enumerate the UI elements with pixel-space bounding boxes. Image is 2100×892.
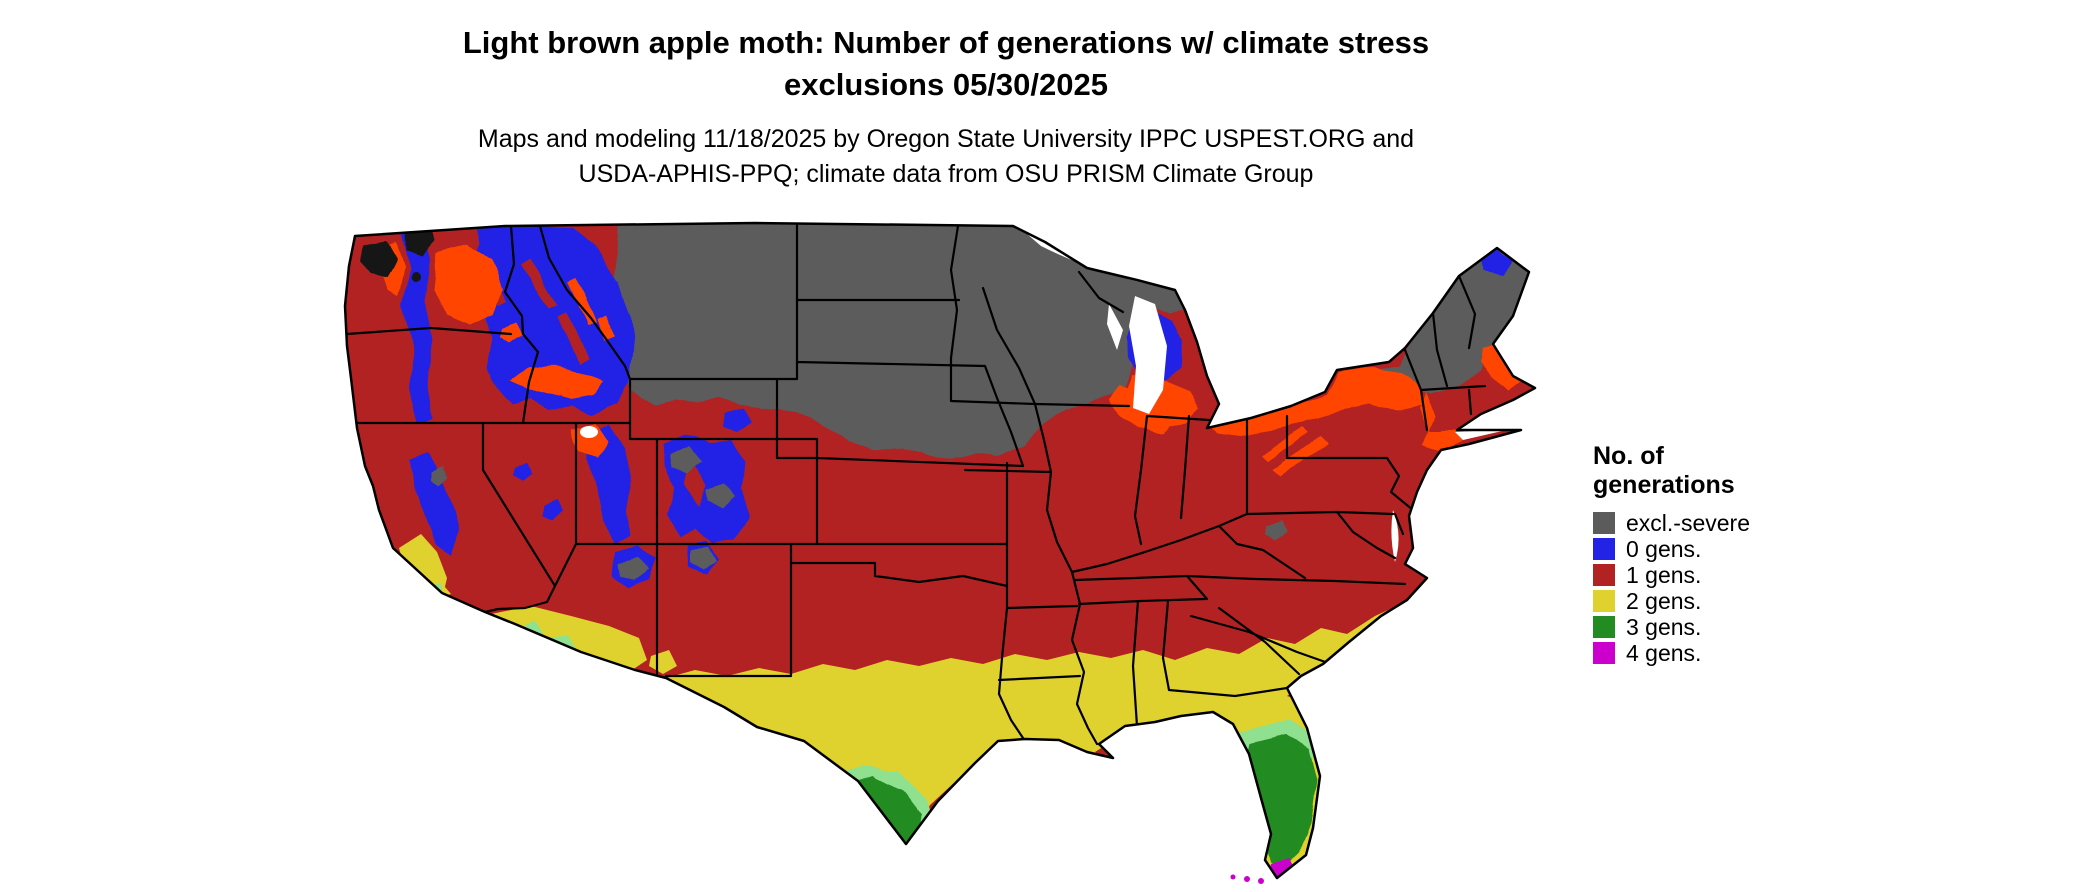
map-title-line1: Light brown apple moth: Number of genera… [462,25,1430,60]
legend-title-line1: No. of [1593,442,1664,470]
region-4-gens [904,842,1295,878]
legend-swatch-g1 [1593,564,1615,586]
us-outline [343,221,1537,880]
legend-swatch-excl [1593,512,1615,534]
legend-swatch-g3 [1593,616,1615,638]
state-borders-west [345,223,1099,746]
map-title-line2: exclusions 05/30/2025 [783,67,1108,102]
map-title: Light brown apple moth: Number of genera… [340,22,1552,106]
map-subtitle: Maps and modeling 11/18/2025 by Oregon S… [340,122,1552,192]
region-excl-specks [431,450,1289,580]
legend: No. of generations excl.-severe 0 gens. 1 … [1593,442,1873,666]
us-map [335,218,1555,886]
water-white [580,234,1511,562]
region-0-gens [399,223,1513,588]
legend-title: No. of generations [1593,442,1873,500]
legend-label-excl: excl.-severe [1626,509,1750,536]
legend-swatch-g2 [1593,590,1615,612]
legend-label-g4: 4 gens. [1626,639,1702,666]
legend-items: excl.-severe 0 gens. 1 gens. 2 gens. 3 gens.… [1593,510,1873,666]
legend-item-g3: 3 gens. [1593,614,1873,640]
legend-item-g2: 2 gens. [1593,588,1873,614]
state-borders-east [1033,270,1487,728]
legend-label-g1: 1 gens. [1626,561,1702,588]
legend-item-g0: 0 gens. [1593,536,1873,562]
us-map-svg [343,221,1537,884]
map-subtitle-line2: USDA-APHIS-PPQ; climate data from OSU PR… [578,160,1314,188]
legend-item-excl: excl.-severe [1593,510,1873,536]
region-4-gens-keys [1230,874,1264,884]
legend-swatch-g0 [1593,538,1615,560]
legend-label-g3: 3 gens. [1626,613,1702,640]
map-subtitle-line1: Maps and modeling 11/18/2025 by Oregon S… [477,125,1415,153]
legend-item-g4: 4 gens. [1593,640,1873,666]
legend-swatch-g4 [1593,642,1615,664]
legend-item-g1: 1 gens. [1593,562,1873,588]
legend-title-line2: generations [1593,471,1735,499]
legend-label-g2: 2 gens. [1626,587,1702,614]
legend-label-g0: 0 gens. [1626,535,1702,562]
